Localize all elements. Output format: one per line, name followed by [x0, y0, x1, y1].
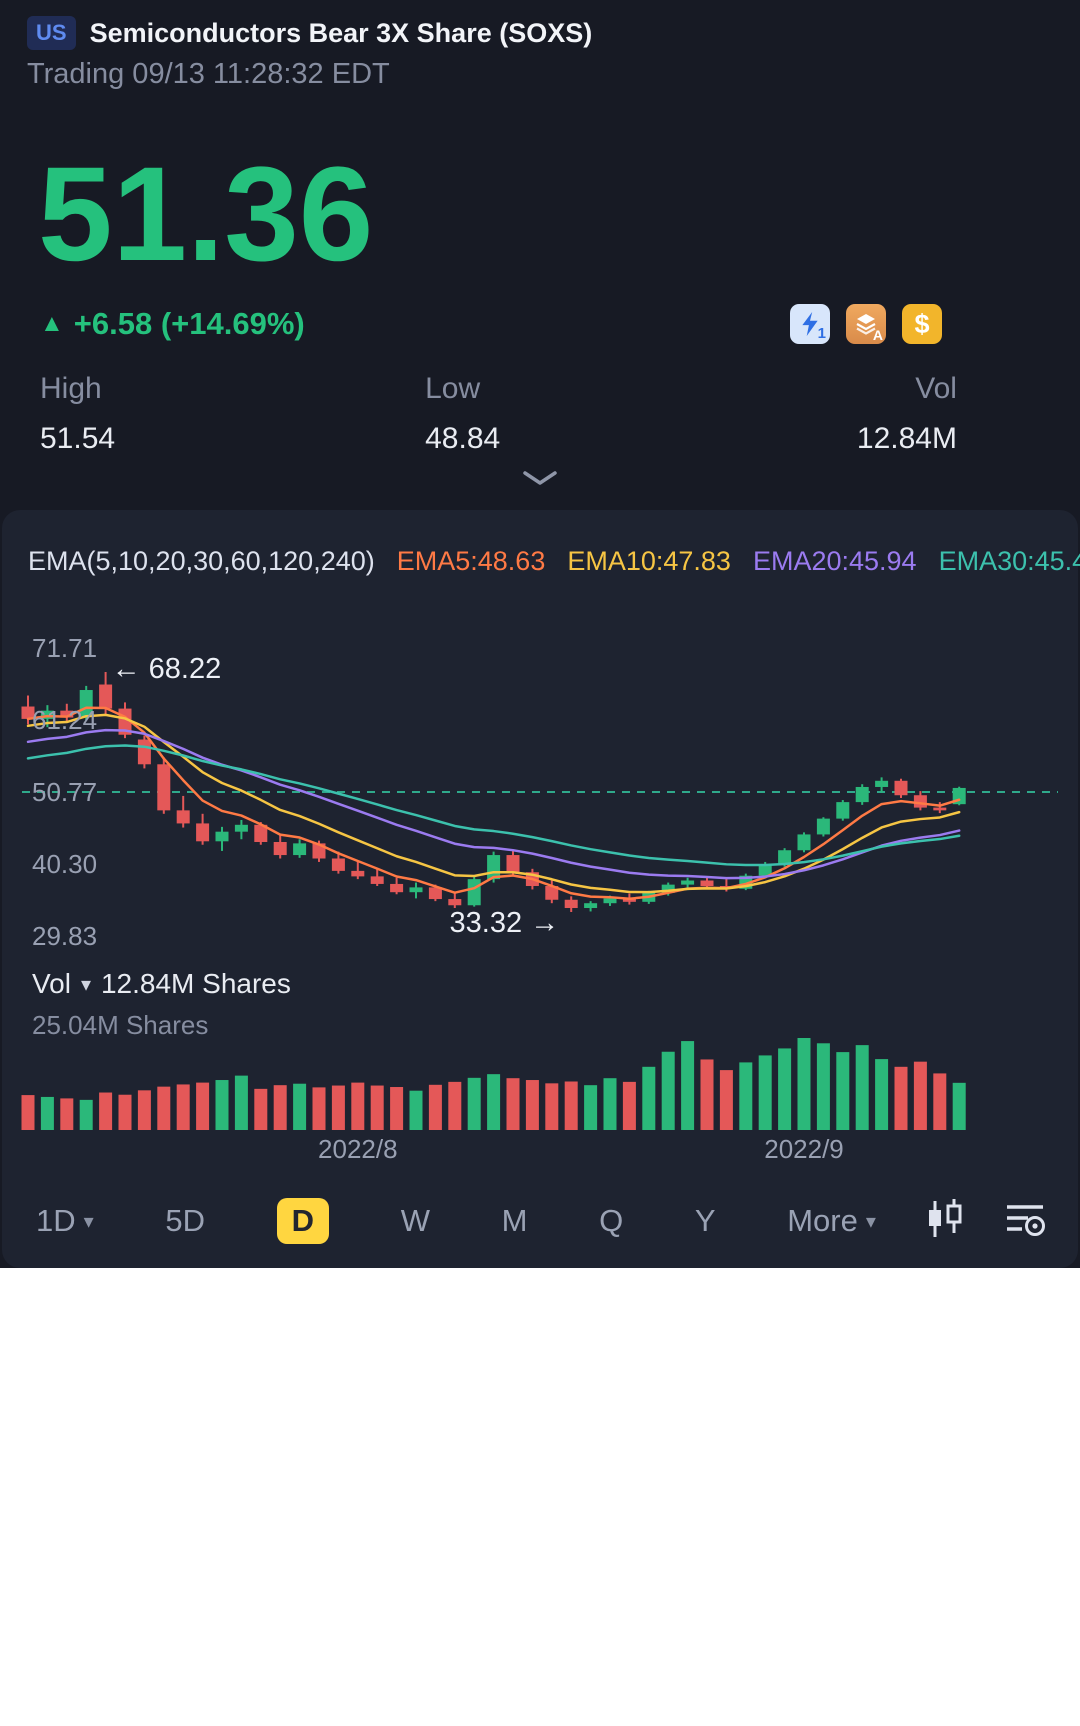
period-tab-q[interactable]: Q — [599, 1203, 624, 1238]
ema-indicator-value: EMA20:45.94 — [752, 546, 917, 576]
up-triangle-icon: ▲ — [40, 310, 64, 337]
period-toolbar: 1D ▾ 5D D W M Q Y More ▾ — [2, 1193, 1078, 1249]
volume-value: 12.84M Shares — [100, 968, 291, 999]
ema-lines — [26, 706, 961, 900]
ema-indicator-value: EMA(5,10,20,30,60,120,240) — [28, 546, 375, 576]
candles — [21, 672, 966, 912]
svg-text:50.77: 50.77 — [32, 777, 97, 807]
price-change: ▲ +6.58 (+14.69%) — [40, 306, 305, 342]
collapse-chevron-icon[interactable] — [522, 470, 558, 491]
axis-labels: 71.71 61.24 50.77 40.30 29.83 2022/8 2022/9 — [32, 633, 844, 1164]
svg-text:40.30: 40.30 — [32, 849, 97, 879]
period-tabs: 1D ▾ 5D D W M Q Y More ▾ — [36, 1198, 876, 1244]
level-quotes-icon[interactable]: A — [846, 304, 886, 344]
ema-indicator-value: EMA5:48.63 — [396, 546, 546, 576]
high-low-vol-row: High 51.54 Low 48.84 Vol 12.84M — [40, 372, 957, 456]
caret-down-icon: ▾ — [80, 973, 91, 996]
caret-down-icon: ▾ — [83, 1210, 94, 1233]
flash-order-icon[interactable]: 1 — [790, 304, 830, 344]
day-low: Low 48.84 — [425, 372, 501, 455]
quick-action-badges: 1 A $ — [790, 304, 942, 344]
high-annotation: ← 68.22 — [112, 653, 222, 685]
indicator-settings-icon[interactable] — [1002, 1197, 1048, 1246]
period-tab-1d[interactable]: 1D ▾ — [36, 1203, 94, 1238]
last-price: 51.36 — [38, 140, 374, 289]
svg-text:71.71: 71.71 — [32, 633, 97, 663]
period-tab-m[interactable]: M — [501, 1203, 528, 1238]
market-badge: US — [27, 16, 76, 50]
trading-status: Trading 09/13 11:28:32 EDT — [27, 58, 390, 90]
svg-text:29.83: 29.83 — [32, 921, 97, 951]
chart-type-icon[interactable] — [922, 1197, 968, 1246]
volume-label: Vol — [32, 968, 71, 999]
period-tab-5d[interactable]: 5D — [165, 1203, 205, 1238]
caret-down-icon: ▾ — [865, 1210, 876, 1233]
quote-header: US Semiconductors Bear 3X Share (SOXS) — [27, 16, 592, 50]
candlestick-chart[interactable]: 71.71 61.24 50.77 40.30 29.83 2022/8 2022/9 ← 6… — [2, 610, 1078, 1170]
instrument-title: Semiconductors Bear 3X Share (SOXS) — [89, 17, 593, 48]
volume-header[interactable]: Vol ▾ 12.84M Shares — [32, 968, 291, 1000]
chart-panel: EMA(5,10,20,30,60,120,240) EMA5:48.63 EMA1… — [2, 510, 1080, 1268]
svg-text:2022/9: 2022/9 — [764, 1134, 844, 1164]
svg-text:61.24: 61.24 — [32, 705, 97, 735]
bolt-icon — [802, 312, 818, 336]
ema-indicator-value: EMA10:47.83 — [567, 546, 731, 576]
day-high: High 51.54 — [40, 372, 116, 455]
layers-icon — [856, 314, 876, 335]
period-tab-more[interactable]: More ▾ — [787, 1203, 876, 1238]
toolbar-icons — [922, 1197, 1048, 1246]
low-annotation: 33.32 → — [450, 907, 560, 939]
period-tab-w[interactable]: W — [400, 1203, 430, 1238]
currency-icon[interactable]: $ — [902, 304, 942, 344]
volume-scale-label: 25.04M Shares — [32, 1010, 209, 1040]
period-tab-d[interactable]: D — [276, 1198, 330, 1244]
volume-bars — [21, 1038, 966, 1130]
day-volume: Vol 12.84M — [856, 372, 957, 455]
svg-text:2022/8: 2022/8 — [318, 1134, 398, 1164]
period-tab-y[interactable]: Y — [694, 1203, 716, 1238]
promo-footer: TIGER BROKERS Scan the QR code to partic… — [0, 1268, 1080, 1726]
ema-indicator-header[interactable]: EMA(5,10,20,30,60,120,240) EMA5:48.63 EMA1… — [28, 540, 1080, 582]
price-change-value: +6.58 (+14.69%) — [73, 306, 305, 341]
ema-indicator-value: EMA30:45.46 — [938, 546, 1080, 576]
